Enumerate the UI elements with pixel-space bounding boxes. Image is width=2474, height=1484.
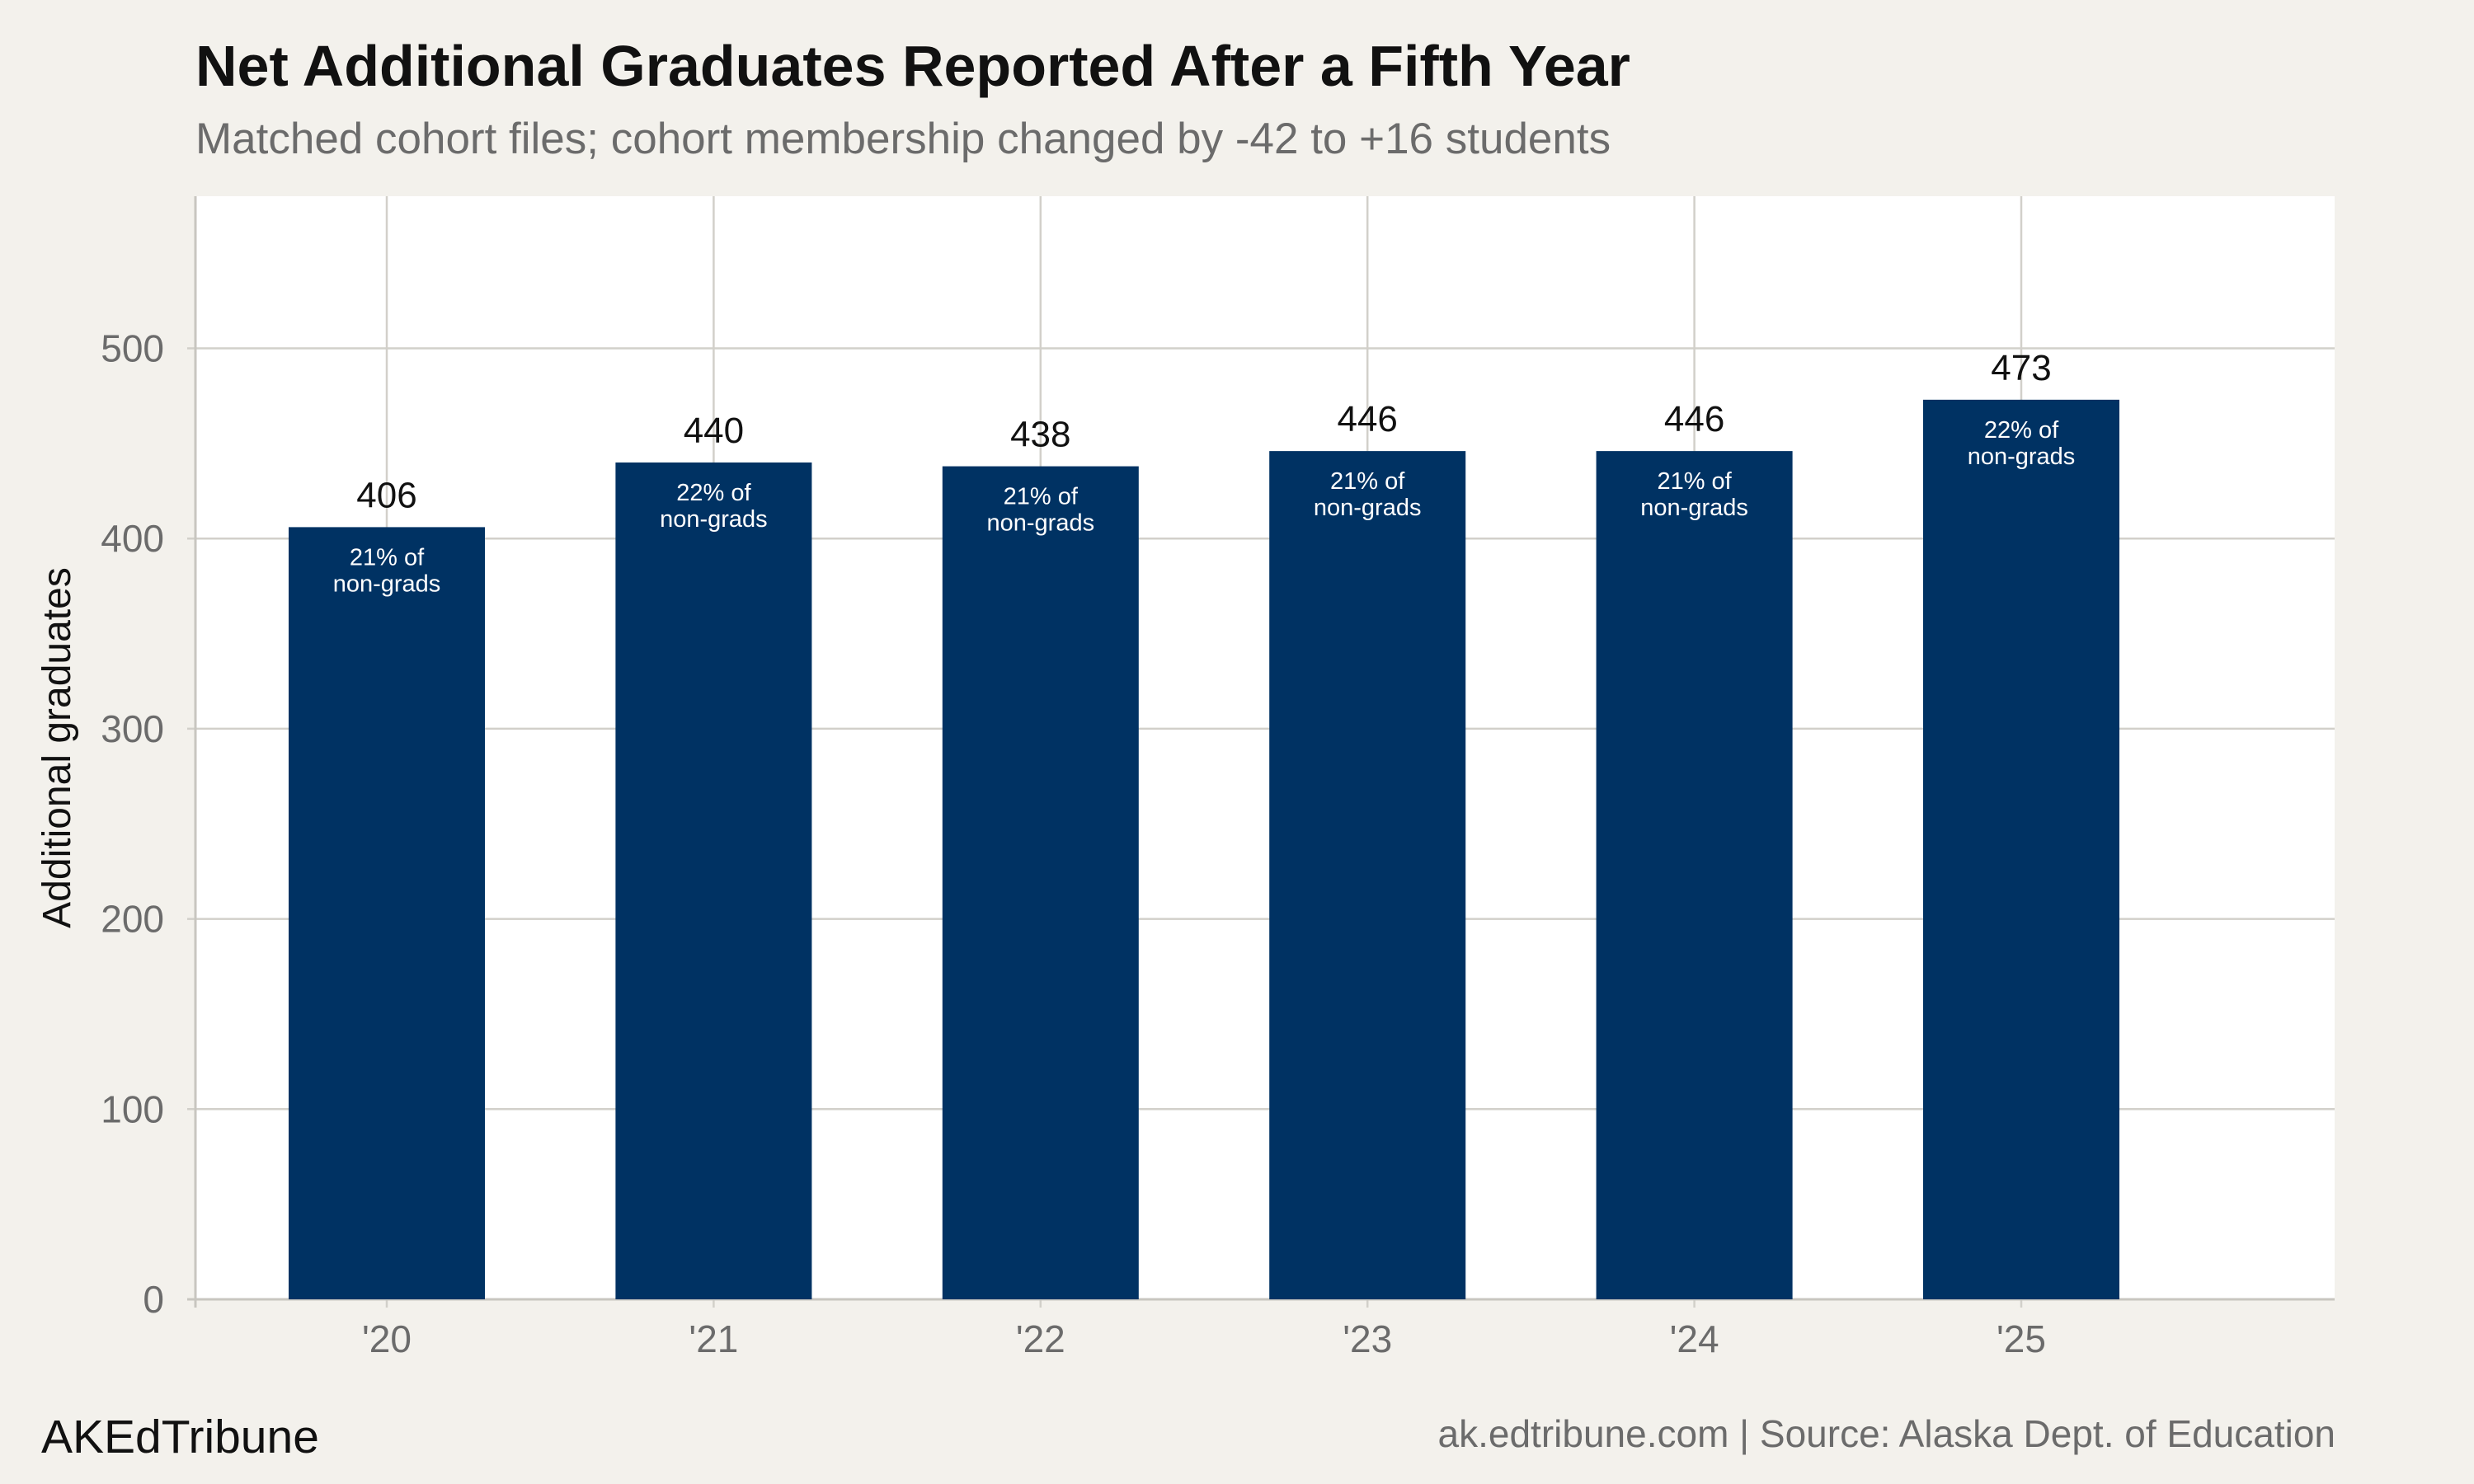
x-tick-label: '21	[689, 1317, 738, 1360]
chart-title: Net Additional Graduates Reported After …	[195, 34, 1630, 98]
bar	[1269, 451, 1466, 1299]
bar	[1596, 451, 1793, 1299]
bar-value-label: 438	[1010, 415, 1070, 455]
x-tick-label: '23	[1343, 1317, 1392, 1360]
x-tick-label: '20	[362, 1317, 412, 1360]
bar-annotation-label: 21% of non-grads	[1640, 468, 1748, 521]
bar-value-label: 440	[684, 411, 744, 451]
chart-subtitle: Matched cohort files; cohort membership …	[195, 115, 1611, 163]
y-tick-label: 100	[101, 1087, 164, 1130]
y-axis-label: Additional graduates	[35, 567, 79, 928]
bar	[942, 466, 1139, 1299]
y-tick-label: 200	[101, 898, 164, 941]
bar	[615, 462, 812, 1299]
bar-annotation-label: 21% of non-grads	[333, 544, 441, 597]
x-tick-label: '24	[1670, 1317, 1719, 1360]
bar-annotation-label: 22% of non-grads	[660, 480, 768, 533]
bar	[289, 527, 485, 1299]
x-tick-label: '22	[1016, 1317, 1065, 1360]
y-tick-label: 0	[143, 1278, 164, 1321]
source-credit: ak.edtribune.com | Source: Alaska Dept. …	[1437, 1412, 2335, 1455]
x-tick-label: '25	[1997, 1317, 2046, 1360]
y-tick-label: 500	[101, 327, 164, 370]
bar-annotation-label: 21% of non-grads	[987, 484, 1095, 537]
bar-value-label: 446	[1337, 399, 1397, 439]
bar-value-label: 446	[1664, 399, 1724, 439]
y-tick-label: 300	[101, 707, 164, 750]
bar-value-label: 473	[1991, 348, 2051, 388]
brand-logo-text: AKEdTribune	[41, 1411, 319, 1463]
bar-value-label: 406	[356, 475, 416, 515]
bar-annotation-label: 22% of non-grads	[1968, 417, 2076, 470]
bar	[1923, 399, 2119, 1300]
y-tick-label: 400	[101, 517, 164, 560]
bar-annotation-label: 21% of non-grads	[1314, 468, 1422, 521]
